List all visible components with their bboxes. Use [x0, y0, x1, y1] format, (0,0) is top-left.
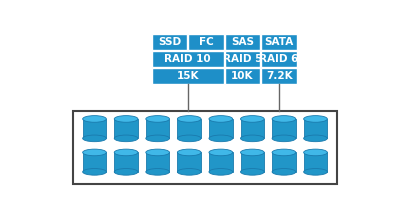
- Polygon shape: [146, 152, 170, 172]
- Ellipse shape: [304, 135, 327, 142]
- Text: 10K: 10K: [231, 71, 254, 81]
- Polygon shape: [177, 152, 201, 172]
- Text: 15K: 15K: [176, 71, 199, 81]
- Ellipse shape: [83, 135, 106, 142]
- Text: RAID 6: RAID 6: [260, 54, 299, 64]
- Polygon shape: [209, 119, 233, 138]
- FancyBboxPatch shape: [225, 34, 260, 50]
- Text: SSD: SSD: [158, 37, 181, 47]
- Ellipse shape: [114, 135, 138, 142]
- Ellipse shape: [272, 116, 296, 122]
- Text: SAS: SAS: [231, 37, 254, 47]
- Polygon shape: [272, 119, 296, 138]
- Ellipse shape: [83, 149, 106, 156]
- FancyBboxPatch shape: [72, 111, 338, 184]
- Ellipse shape: [272, 135, 296, 142]
- Ellipse shape: [209, 169, 233, 175]
- Text: FC: FC: [198, 37, 213, 47]
- Ellipse shape: [272, 149, 296, 156]
- Ellipse shape: [146, 135, 170, 142]
- Ellipse shape: [83, 169, 106, 175]
- FancyBboxPatch shape: [225, 51, 260, 67]
- Ellipse shape: [304, 116, 327, 122]
- Polygon shape: [114, 119, 138, 138]
- Ellipse shape: [209, 116, 233, 122]
- Ellipse shape: [240, 149, 264, 156]
- Ellipse shape: [146, 149, 170, 156]
- Text: SATA: SATA: [264, 37, 294, 47]
- Ellipse shape: [114, 116, 138, 122]
- Ellipse shape: [146, 169, 170, 175]
- FancyBboxPatch shape: [262, 34, 297, 50]
- Ellipse shape: [83, 116, 106, 122]
- Ellipse shape: [304, 149, 327, 156]
- Polygon shape: [272, 152, 296, 172]
- Polygon shape: [177, 119, 201, 138]
- Ellipse shape: [209, 135, 233, 142]
- Polygon shape: [304, 119, 327, 138]
- FancyBboxPatch shape: [152, 51, 224, 67]
- FancyBboxPatch shape: [188, 34, 224, 50]
- FancyBboxPatch shape: [152, 34, 187, 50]
- Ellipse shape: [114, 169, 138, 175]
- Text: RAID 10: RAID 10: [164, 54, 211, 64]
- Ellipse shape: [209, 149, 233, 156]
- Ellipse shape: [272, 169, 296, 175]
- Ellipse shape: [146, 116, 170, 122]
- Polygon shape: [209, 152, 233, 172]
- Ellipse shape: [240, 169, 264, 175]
- Text: RAID 5: RAID 5: [223, 54, 262, 64]
- Text: 7.2K: 7.2K: [266, 71, 292, 81]
- Polygon shape: [83, 119, 106, 138]
- Ellipse shape: [304, 169, 327, 175]
- FancyBboxPatch shape: [225, 68, 260, 84]
- Ellipse shape: [240, 135, 264, 142]
- Polygon shape: [83, 152, 106, 172]
- Polygon shape: [240, 152, 264, 172]
- Polygon shape: [146, 119, 170, 138]
- Ellipse shape: [177, 135, 201, 142]
- Ellipse shape: [177, 149, 201, 156]
- Ellipse shape: [240, 116, 264, 122]
- FancyBboxPatch shape: [262, 51, 297, 67]
- Polygon shape: [240, 119, 264, 138]
- Polygon shape: [304, 152, 327, 172]
- Ellipse shape: [177, 116, 201, 122]
- FancyBboxPatch shape: [262, 68, 297, 84]
- Ellipse shape: [114, 149, 138, 156]
- Polygon shape: [114, 152, 138, 172]
- Ellipse shape: [177, 169, 201, 175]
- FancyBboxPatch shape: [152, 68, 224, 84]
